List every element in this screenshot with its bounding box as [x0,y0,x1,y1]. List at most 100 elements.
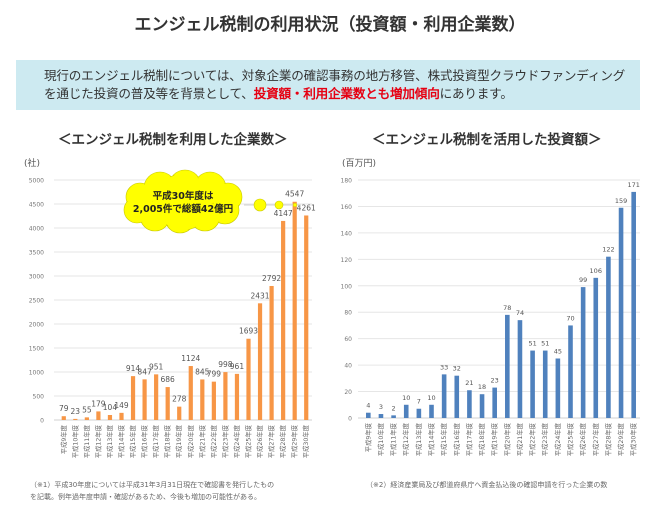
companies-bar [188,366,193,420]
investment-y-tick-label: 80 [344,310,352,317]
investment-data-label: 159 [615,197,627,205]
companies-bar [96,411,101,420]
investment-data-label: 23 [491,377,499,385]
investment-y-tick-label: 60 [344,336,352,343]
companies-data-label: 914 [126,364,141,373]
companies-bar [304,215,309,420]
companies-bar [234,373,240,420]
companies-data-label: 686 [161,375,176,384]
investment-chart-title: ＜エンジェル税制を活用した投資額＞ [372,132,602,148]
investment-y-tick-label: 140 [341,230,353,237]
investment-bar [441,374,447,418]
companies-x-tick-label: 平成26年度 [255,424,264,458]
companies-x-tick-label: 平成29年度 [290,424,299,458]
annotation-bubble-large [253,198,267,212]
companies-footnote: （※1）平成30年度については平成31年3月31日現在で確認書を発行したもの を… [30,479,330,503]
companies-x-tick-label: 平成25年度 [244,424,253,458]
companies-y-tick-label: 2000 [29,322,44,329]
investment-x-tick-label: 平成29年度 [616,422,625,456]
summary-text: 現行のエンジェル税制については、対象企業の確認事務の地方移管、株式投資型クラウド… [44,67,634,103]
companies-y-tick-label: 0 [40,418,44,425]
companies-bar [246,338,251,420]
summary-banner: 現行のエンジェル税制については、対象企業の確認事務の地方移管、株式投資型クラウド… [16,60,640,110]
investment-bar [378,414,384,418]
investment-bar [517,320,523,418]
companies-x-tick-label: 平成23年度 [220,424,229,458]
investment-bar [429,404,434,418]
investment-x-tick-label: 平成27年度 [591,422,600,456]
investment-data-label: 99 [579,276,587,284]
investment-footnote: （※2）経済産業局及び都道府県庁へ資金払込後の確認申請を行った企業の数 [366,479,656,491]
companies-bar [73,418,78,420]
investment-x-tick-label: 平成30年度 [629,422,638,456]
companies-data-label: 2431 [250,291,269,300]
annotation-bubble-small [293,202,298,207]
investment-y-tick-label: 100 [341,283,353,290]
investment-data-label: 45 [554,348,562,356]
investment-x-tick-label: 平成16年度 [452,422,461,456]
companies-bar [165,387,170,420]
companies-bar [107,415,113,420]
companies-bar [223,372,228,420]
investment-chart-unit: (百万円) [342,159,377,169]
annotation-line2: 2,005件で総額42億円 [133,203,233,215]
companies-x-tick-label: 平成9年度 [59,424,68,454]
investment-x-tick-label: 平成15年度 [439,422,448,456]
summary-highlight: 投資額・利用企業数とも増加傾向 [253,86,440,101]
investment-x-tick-label: 平成14年度 [427,422,436,456]
companies-bar [154,374,159,420]
investment-x-tick-label: 平成9年度 [363,422,372,452]
investment-data-label: 10 [427,394,435,402]
companies-x-tick-label: 平成16年度 [140,424,149,458]
companies-data-label: 4147 [274,209,293,218]
companies-data-label: 2792 [262,274,281,283]
companies-data-label: 845 [195,367,210,376]
companies-x-tick-label: 平成20年度 [186,424,195,458]
investment-bar [391,415,396,418]
investment-data-label: 171 [627,181,639,189]
companies-bar [61,416,66,420]
investment-bar [631,191,636,418]
investment-bar [505,314,510,418]
investment-y-tick-label: 20 [344,389,352,396]
companies-x-tick-label: 平成22年度 [209,424,218,458]
companies-bar [142,379,147,420]
investment-x-tick-label: 平成19年度 [490,422,499,456]
investment-x-tick-label: 平成13年度 [414,422,423,456]
companies-x-tick-label: 平成28年度 [278,424,287,458]
investment-y-tick-label: 120 [341,257,353,264]
companies-footnote-line2: を記載。例年過年度申請・確認があるため、今後も増加の可能性がある。 [30,493,261,501]
companies-data-label: 961 [230,362,245,371]
companies-data-label: 79 [59,404,69,413]
investment-data-label: 10 [402,394,410,402]
companies-data-label: 998 [218,360,233,369]
investment-x-tick-label: 平成20年度 [502,422,511,456]
companies-data-label: 799 [207,370,222,379]
companies-x-tick-label: 平成18年度 [163,424,172,458]
companies-data-label: 23 [71,407,81,416]
investment-data-label: 7 [417,398,421,406]
annotation-bubble-medium [274,200,284,210]
investment-x-tick-label: 平成17年度 [464,422,473,456]
summary-text-part1: 現行のエンジェル税制については、対象企業の確認事務の地方移管、株式投資型クラウド… [44,68,625,101]
investment-x-tick-label: 平成24年度 [553,422,562,456]
companies-y-tick-label: 4000 [29,226,44,233]
investment-data-label: 33 [440,363,448,371]
companies-y-tick-label: 5000 [29,178,44,185]
investment-x-tick-label: 平成18年度 [477,422,486,456]
companies-x-tick-label: 平成13年度 [105,424,114,458]
companies-data-label: 179 [91,399,106,408]
companies-x-tick-label: 平成11年度 [82,424,91,458]
companies-x-tick-label: 平成21年度 [197,424,206,458]
investment-y-tick-label: 0 [348,416,352,423]
companies-y-tick-label: 2500 [29,298,44,305]
investment-data-label: 78 [503,304,511,312]
investment-footnote-line1: （※2）経済産業局及び都道府県庁へ資金払込後の確認申請を行った企業の数 [366,481,608,489]
investment-x-tick-label: 平成26年度 [578,422,587,456]
investment-bar [530,350,535,418]
companies-bar [211,381,216,420]
investment-data-label: 21 [465,379,473,387]
companies-y-tick-label: 500 [33,394,45,401]
annotation-line1: 平成30年度は [153,190,214,202]
